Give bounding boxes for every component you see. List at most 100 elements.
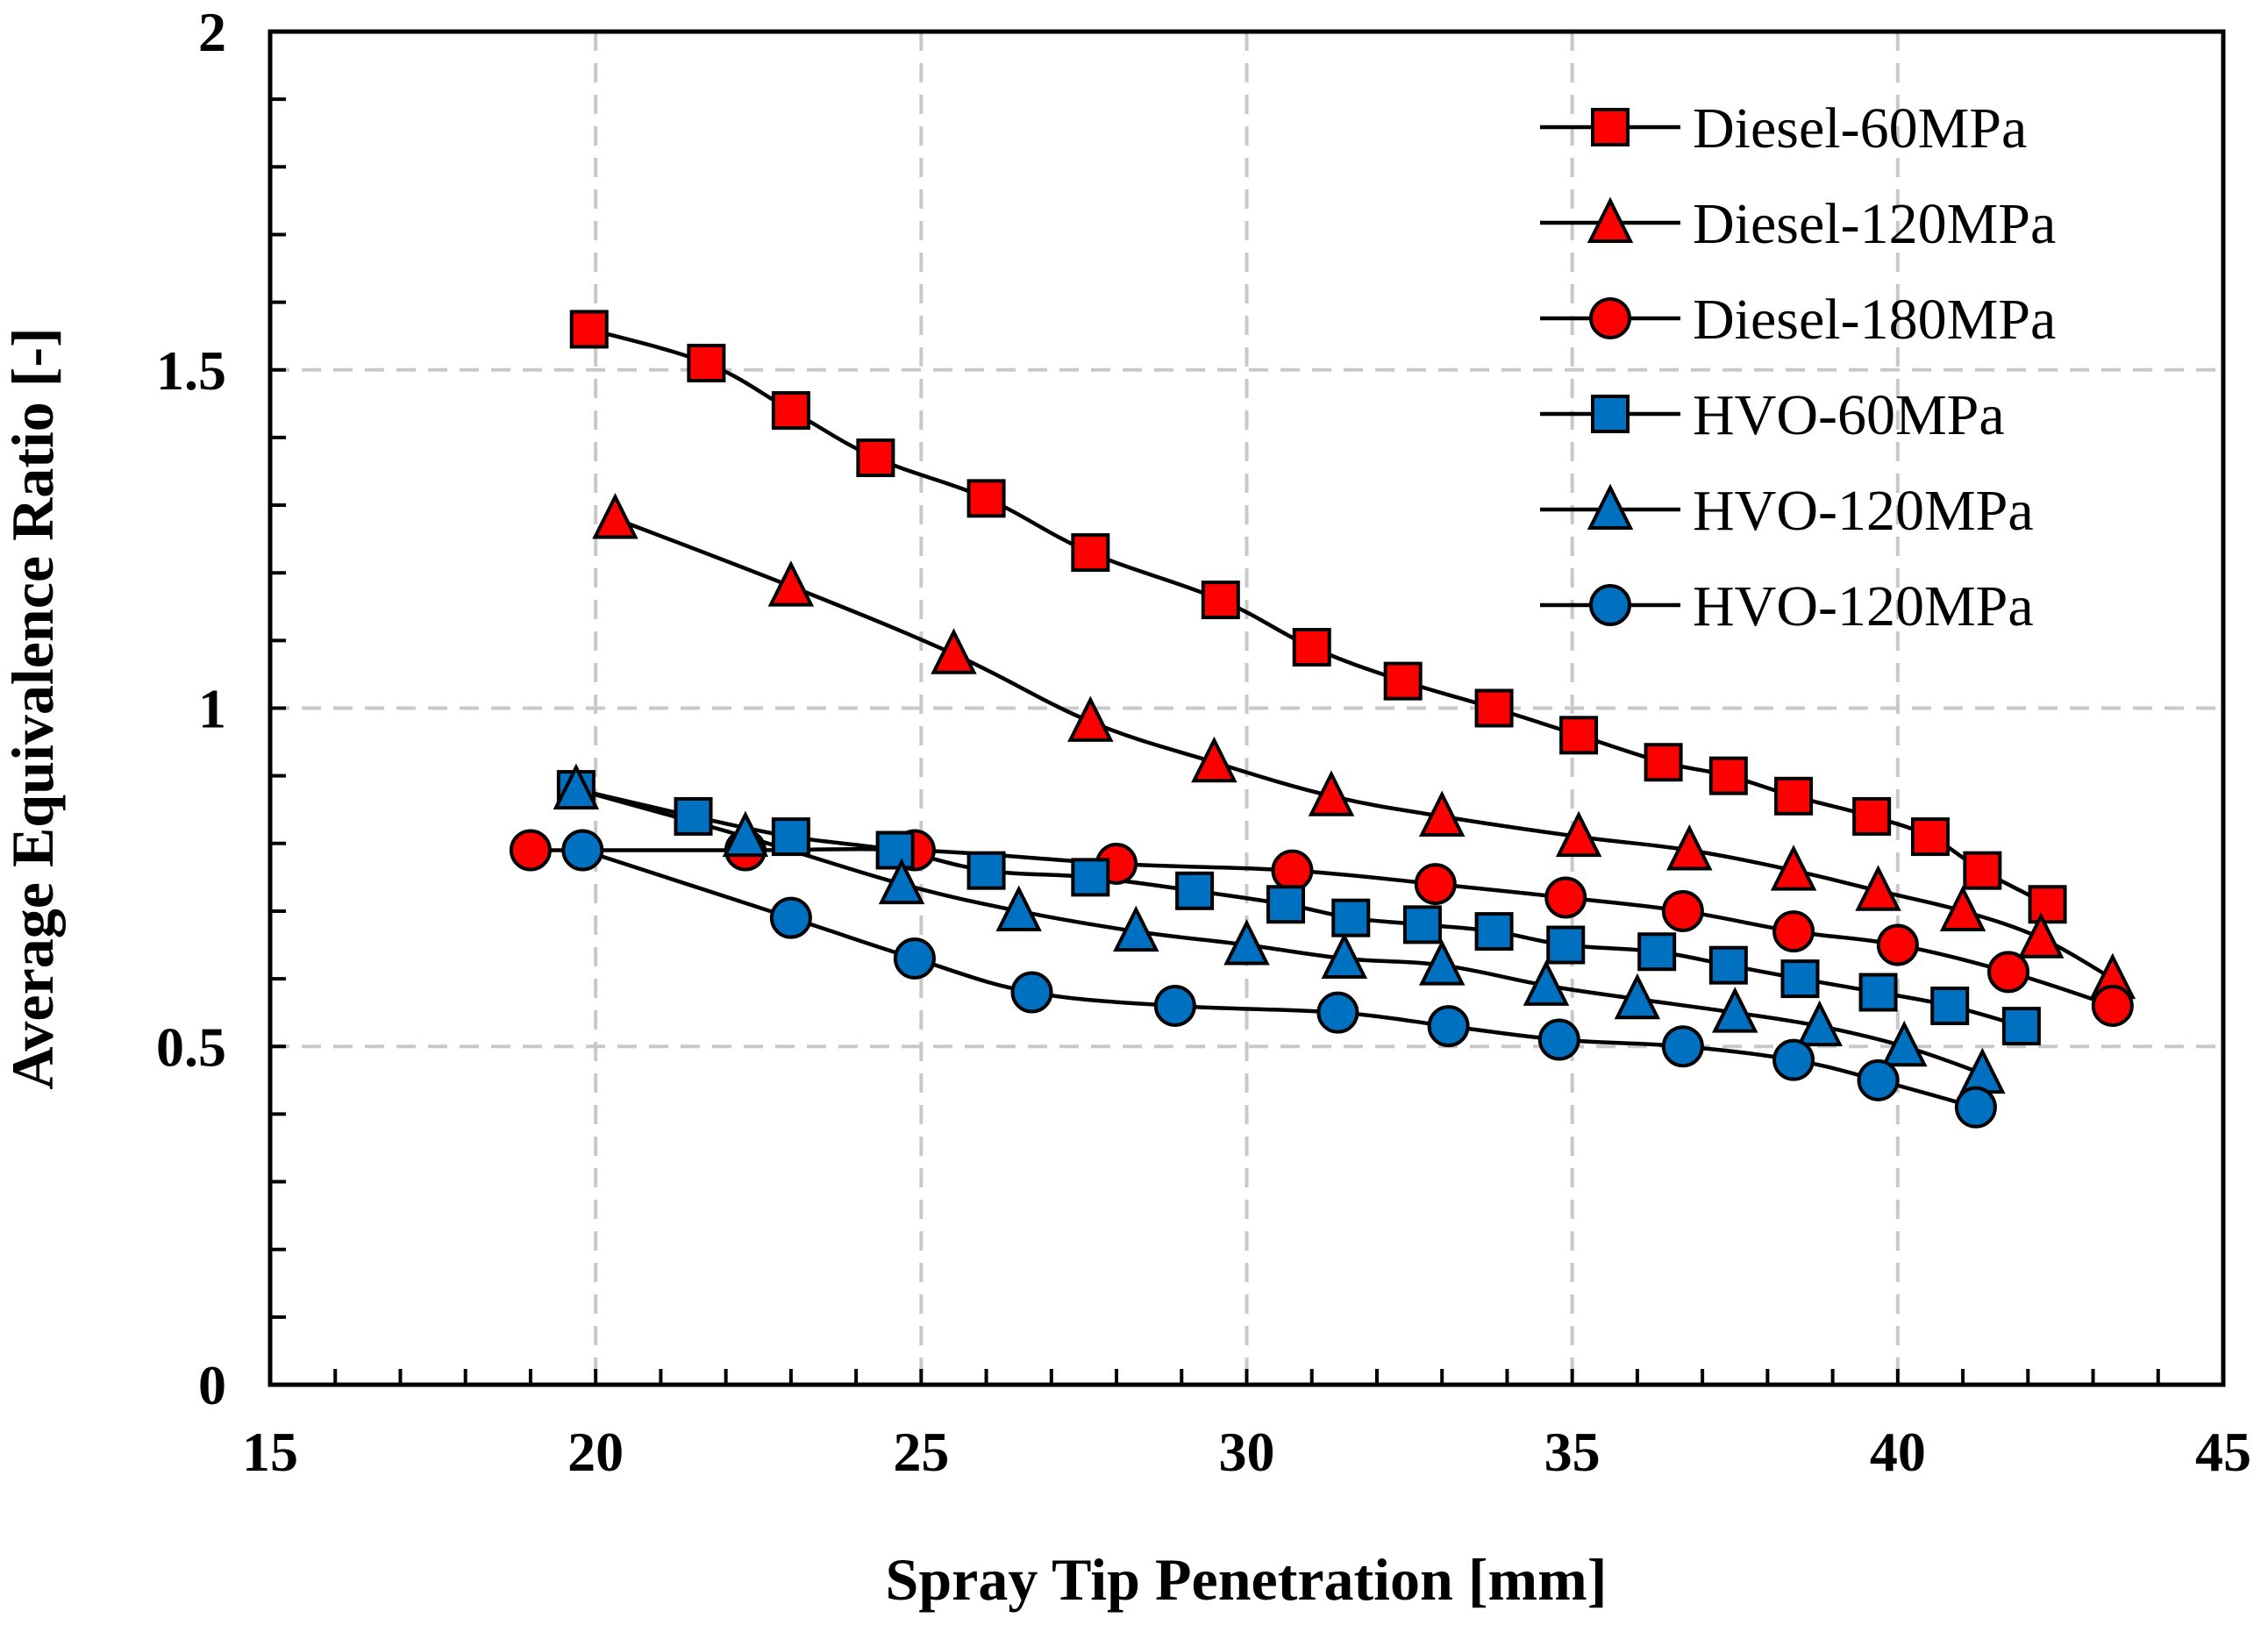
x-tick-labels: 15 20 25 30 35 40 45 [242,1421,2251,1483]
data-point [1772,910,1815,953]
data-point [2017,912,2065,959]
data-point [569,310,609,349]
data-point [1855,865,1901,911]
legend: Diesel-60MPa Diesel-120MPa Diesel-180MPa HV… [1540,96,2056,638]
data-point [1930,986,1970,1025]
data-point [1010,971,1053,1014]
x-tick-label: 20 [567,1421,624,1483]
legend-item: Diesel-60MPa [1540,96,2027,160]
legend-item: HVO-120MPa [1540,574,2034,638]
data-point [1637,932,1677,972]
data-point [1987,951,2030,994]
x-axis-title: Spray Tip Penetration [mm] [886,1546,1608,1613]
data-point [2091,984,2134,1027]
data-point [509,829,552,872]
data-point [878,858,925,905]
x-tick-label: 25 [893,1421,949,1483]
data-point [1316,991,1359,1034]
data-point [592,493,638,539]
data-point [966,851,1006,890]
legend-item: HVO-60MPa [1540,383,2005,447]
legend-marker [1591,395,1630,433]
x-tick-label: 15 [242,1421,298,1483]
data-point [1175,871,1215,910]
legend-marker [1587,196,1634,243]
data-point [1881,1020,1928,1067]
data-point [1780,959,1820,999]
data-point [1546,925,1586,965]
data-point [687,344,726,383]
y-tick-labels: 0 0.5 1 1.5 2 [156,1,226,1416]
data-point [769,896,812,939]
data-point [1201,581,1240,620]
data-point [1523,959,1570,1006]
data-point [561,829,604,872]
data-point [1414,863,1457,906]
data-point [1772,1038,1815,1081]
legend-item: Diesel-120MPa [1540,192,2056,256]
data-point [1661,889,1704,932]
plot-series [509,310,2136,1129]
series-5-points [561,829,1997,1129]
data-point [966,479,1006,518]
data-point [1708,945,1748,985]
data-point [1857,1058,1900,1101]
y-tick-label: 0 [198,1354,226,1416]
data-point [1858,973,1898,1012]
data-point [856,438,895,478]
data-point [1474,912,1514,951]
x-tick-label: 45 [2195,1421,2251,1483]
data-point [1544,876,1587,919]
data-point [1770,845,1817,891]
data-point [1153,984,1196,1027]
data-point [1418,790,1466,837]
data-point [1559,716,1599,755]
legend-label: Diesel-60MPa [1693,96,2027,160]
y-tick-label: 0.5 [156,1016,226,1078]
y-tick-label: 1.5 [156,339,226,402]
data-point [1292,628,1331,667]
data-point [771,391,810,431]
legend-label: HVO-60MPa [1693,383,2005,447]
data-point [1796,1000,1843,1047]
data-point [893,937,936,980]
data-point [1876,923,1919,966]
data-point [1712,987,1758,1033]
data-point [553,763,600,810]
data-point [1644,743,1683,782]
data-point [1661,1025,1704,1068]
series-3-points [556,770,2041,1046]
legend-marker [1591,108,1630,146]
data-point [1071,858,1110,897]
data-point [875,830,915,870]
legend-label: Diesel-120MPa [1693,192,2056,256]
data-point [1959,1047,2006,1094]
y-tick-label: 2 [198,1,226,63]
data-point [1852,796,1892,836]
x-tick-label: 30 [1219,1421,1275,1483]
data-point [1954,1086,1997,1129]
legend-label: HVO-120MPa [1693,574,2034,638]
axis-ticks [270,97,2160,1385]
series-markers [509,310,2136,1129]
data-point [1774,776,1814,816]
data-point [1963,851,2002,890]
series-4-points [553,763,2006,1094]
legend-marker [1589,297,1631,339]
x-tick-label: 35 [1544,1421,1601,1483]
legend-label: HVO-120MPa [1693,479,2034,543]
data-point [771,817,810,857]
data-point [722,810,769,858]
data-point [1614,973,1661,1020]
data-point [1113,905,1159,952]
data-point [1223,919,1270,966]
data-point [1402,905,1442,944]
data-point [1331,898,1371,937]
data-point [1474,688,1514,728]
data-point [1427,1005,1470,1048]
data-point [1910,817,1950,857]
data-point [1708,756,1748,795]
data-point [995,885,1042,931]
legend-item: HVO-120MPa [1540,479,2034,543]
